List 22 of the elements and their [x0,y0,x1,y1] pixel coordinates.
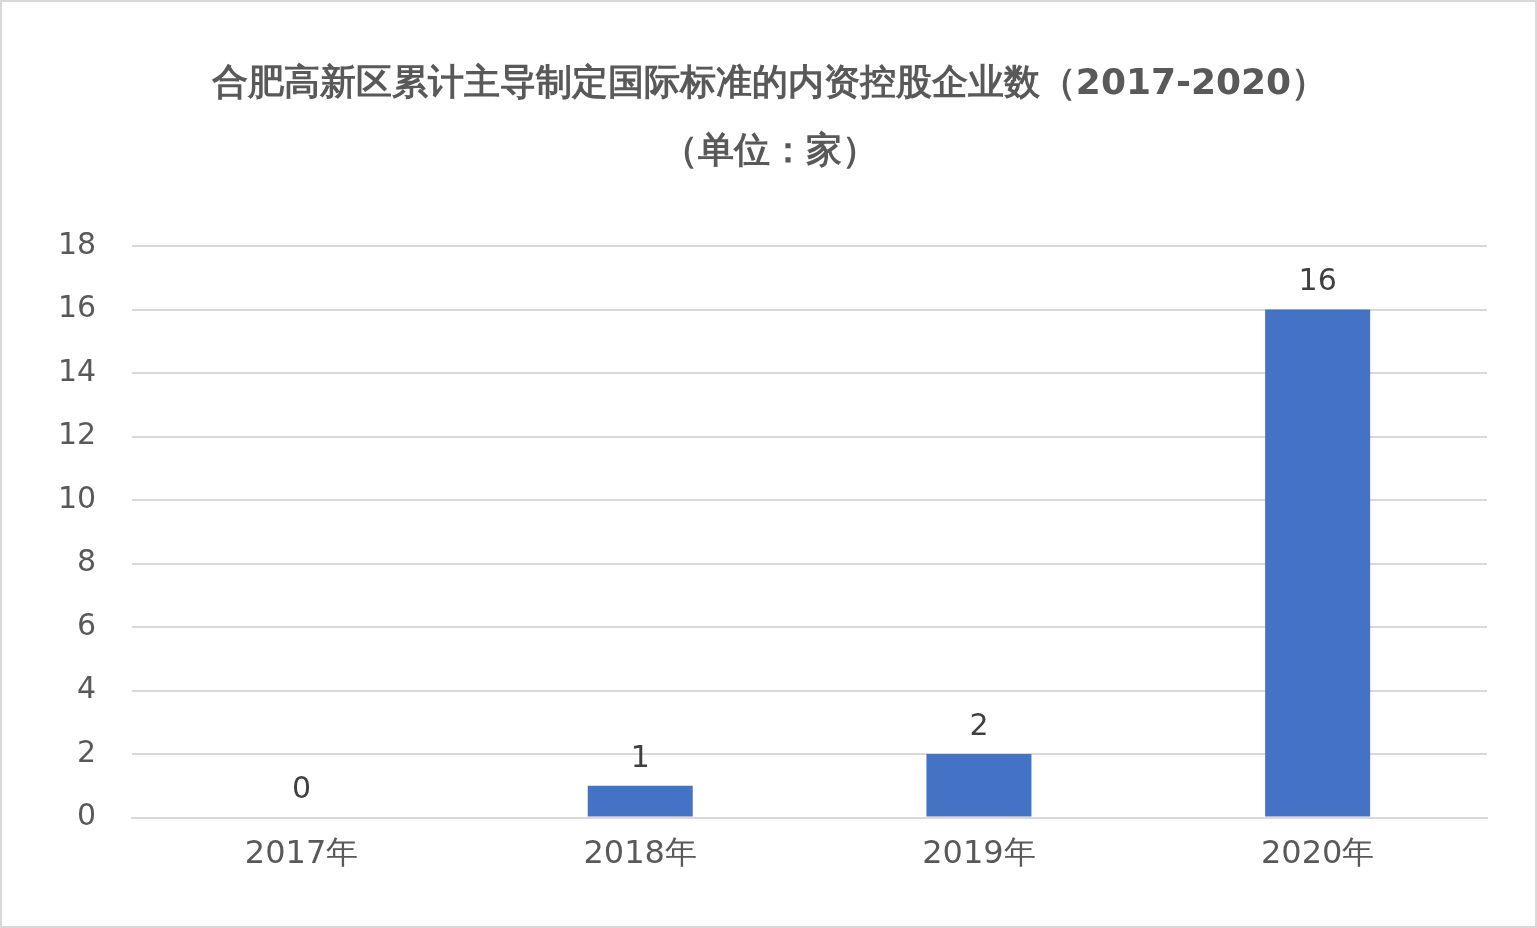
y-tick-label: 4 [77,670,97,706]
y-tick-label: 16 [57,289,97,325]
bar [1265,309,1371,817]
bar [926,754,1032,817]
x-tick-label: 2019年 [922,833,1036,872]
y-tick-label: 6 [77,606,97,642]
y-tick-label: 2 [77,733,97,769]
data-label: 2 [969,706,989,742]
data-label: 16 [1298,262,1337,298]
bar [587,785,693,817]
chart-title: 合肥高新区累计主导制定国际标准的内资控股企业数（2017-2020）（单位：家） [210,60,1329,172]
data-label: 0 [291,770,312,806]
x-tick-label: 2017年 [244,833,359,872]
x-tick-label: 2020年 [1260,833,1375,872]
y-tick-label: 12 [57,416,97,452]
y-tick-label: 10 [57,479,97,515]
x-tick-label: 2018年 [583,833,697,872]
data-label: 1 [630,738,650,774]
y-tick-label: 0 [77,797,97,833]
y-tick-label: 8 [77,543,97,579]
y-tick-label: 14 [57,352,97,388]
y-tick-label: 18 [57,225,97,261]
